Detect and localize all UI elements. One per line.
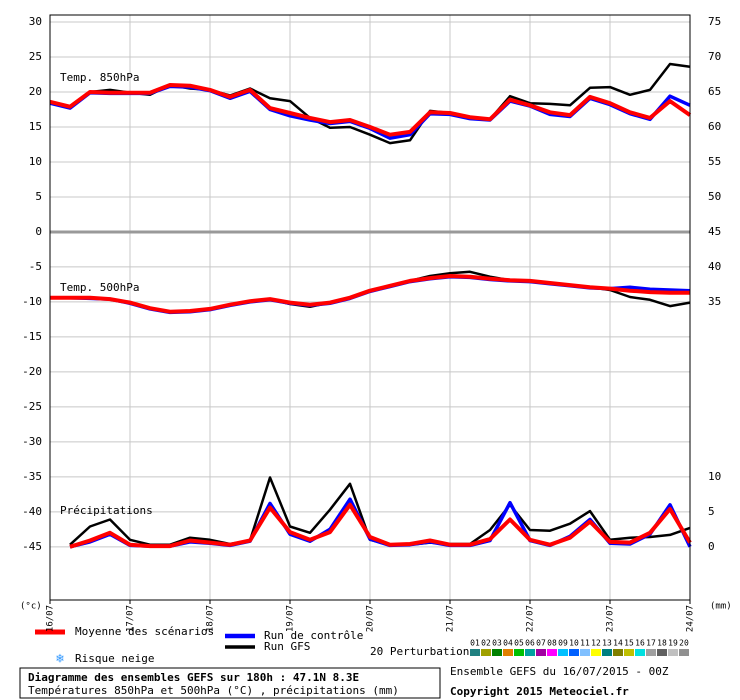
legend-swatch — [580, 649, 590, 656]
panel-label: Temp. 850hPa — [60, 71, 139, 84]
y-tick-label: -10 — [22, 295, 42, 308]
y-tick-label: -35 — [22, 470, 42, 483]
y-tick-label: -40 — [22, 505, 42, 518]
x-tick-label: 21/07 — [446, 605, 456, 632]
legend-label: 19 — [668, 639, 678, 648]
panel-label: Temp. 500hPa — [60, 281, 139, 294]
legend-swatch — [668, 649, 678, 656]
snow-icon: ❄ — [55, 652, 64, 667]
y2-unit: (mm) — [710, 602, 732, 612]
y2-tick-label: 75 — [708, 15, 721, 28]
y2-tick-label: 0 — [708, 540, 715, 553]
legend-swatch — [591, 649, 601, 656]
y-unit: (°c) — [20, 602, 42, 612]
y-tick-label: -5 — [29, 260, 42, 273]
y-tick-label: 0 — [35, 225, 42, 238]
x-tick-label: 20/07 — [366, 605, 376, 632]
x-tick-label: 24/07 — [686, 605, 696, 632]
legend-label: 09 — [558, 639, 568, 648]
legend-label: 06 — [525, 639, 535, 648]
legend-swatch — [646, 649, 656, 656]
legend-label: 12 — [591, 639, 601, 648]
series-line — [49, 83, 692, 137]
legend-label: 14 — [613, 639, 623, 648]
legend-label: Risque neige — [75, 652, 154, 665]
y2-tick-label: 40 — [708, 260, 721, 273]
legend-swatch — [470, 649, 480, 656]
series-line — [69, 502, 692, 549]
legend-swatch — [613, 649, 623, 656]
legend-label: 08 — [547, 639, 557, 648]
series-line — [50, 274, 690, 314]
legend-label: Run de contrôle — [264, 629, 363, 642]
y2-tick-label: 5 — [708, 505, 715, 518]
legend-label: 01 — [470, 639, 480, 648]
legend-swatch — [569, 649, 579, 656]
legend-label: Run GFS — [264, 640, 310, 653]
y-tick-label: 10 — [29, 155, 42, 168]
legend-label: 18 — [657, 639, 667, 648]
legend-label: 07 — [536, 639, 546, 648]
legend-label: 11 — [580, 639, 590, 648]
y2-tick-label: 45 — [708, 225, 721, 238]
y2-tick-label: 50 — [708, 190, 721, 203]
legend-label: 02 — [481, 639, 491, 648]
y-tick-label: -20 — [22, 365, 42, 378]
legend-swatch — [657, 649, 667, 656]
y-tick-label: 30 — [29, 15, 42, 28]
legend-swatch — [679, 649, 689, 656]
y2-tick-label: 35 — [708, 295, 721, 308]
legend-swatch — [525, 649, 535, 656]
x-tick-label: 19/07 — [286, 605, 296, 632]
y2-tick-label: 10 — [708, 470, 721, 483]
copyright: Copyright 2015 Meteociel.fr — [450, 685, 629, 698]
x-tick-label: 16/07 — [46, 605, 56, 632]
legend-swatch — [558, 649, 568, 656]
y-tick-label: 15 — [29, 120, 42, 133]
y-tick-label: -15 — [22, 330, 42, 343]
legend-swatch — [514, 649, 524, 656]
y-tick-label: -25 — [22, 400, 42, 413]
y-tick-label: -30 — [22, 435, 42, 448]
legend-label: 17 — [646, 639, 656, 648]
legend-label: 05 — [514, 639, 524, 648]
x-tick-label: 23/07 — [606, 605, 616, 632]
y2-tick-label: 60 — [708, 120, 721, 133]
x-tick-label: 22/07 — [526, 605, 536, 632]
legend-label: 16 — [635, 639, 645, 648]
x-tick-label: 17/07 — [126, 605, 136, 632]
legend-label: 10 — [569, 639, 579, 648]
lines — [49, 62, 692, 549]
panel-label: Précipitations — [60, 504, 153, 517]
legend-label: Moyenne des scénarios — [75, 625, 214, 638]
legend-swatch — [503, 649, 513, 656]
legend-swatch — [602, 649, 612, 656]
y-tick-label: 5 — [35, 190, 42, 203]
legend-swatch — [635, 649, 645, 656]
y2-tick-label: 70 — [708, 50, 721, 63]
chart-subtitle: Températures 850hPa et 500hPa (°C) , pré… — [28, 684, 399, 697]
legend-swatch — [481, 649, 491, 656]
y-tick-label: 20 — [29, 85, 42, 98]
x-tick-label: 18/07 — [206, 605, 216, 632]
legend-label: 04 — [503, 639, 513, 648]
legend-swatch — [624, 649, 634, 656]
y2-tick-label: 55 — [708, 155, 721, 168]
y2-tick-label: 65 — [708, 85, 721, 98]
legend-label: 15 — [624, 639, 634, 648]
legend-label: 13 — [602, 639, 612, 648]
legend-swatch — [492, 649, 502, 656]
legend-label: 03 — [492, 639, 502, 648]
info-box — [19, 667, 441, 699]
legend-swatch — [547, 649, 557, 656]
legend-label: 20 Perturbations — [370, 645, 476, 658]
legend-swatch — [536, 649, 546, 656]
y-tick-label: 25 — [29, 50, 42, 63]
y-tick-label: -45 — [22, 540, 42, 553]
legend-label: 20 — [679, 639, 689, 648]
chart-title: Diagramme des ensembles GEFS sur 180h : … — [28, 671, 359, 684]
run-info: Ensemble GEFS du 16/07/2015 - 00Z — [450, 665, 669, 678]
